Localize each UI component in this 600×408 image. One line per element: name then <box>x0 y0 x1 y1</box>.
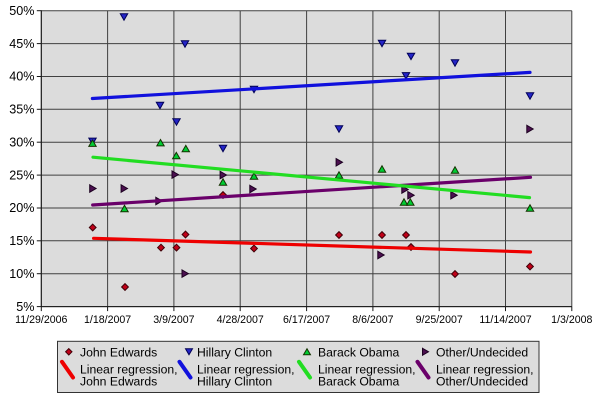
svg-text:20%: 20% <box>9 201 34 215</box>
svg-text:John Edwards: John Edwards <box>80 345 157 359</box>
svg-text:8/6/2007: 8/6/2007 <box>352 314 393 326</box>
svg-text:Linear regression,: Linear regression, <box>80 362 178 376</box>
svg-text:Hillary Clinton: Hillary Clinton <box>197 345 272 359</box>
svg-text:Barack Obama: Barack Obama <box>318 345 400 359</box>
svg-text:9/25/2007: 9/25/2007 <box>416 314 463 326</box>
svg-text:11/29/2006: 11/29/2006 <box>15 314 67 326</box>
svg-text:5%: 5% <box>16 300 34 314</box>
svg-text:11/14/2007: 11/14/2007 <box>479 314 531 326</box>
svg-text:30%: 30% <box>9 135 34 149</box>
svg-text:Barack Obama: Barack Obama <box>318 375 400 389</box>
svg-text:John Edwards: John Edwards <box>80 375 157 389</box>
svg-text:40%: 40% <box>9 70 34 84</box>
svg-text:50%: 50% <box>9 4 34 18</box>
svg-text:Linear regression,: Linear regression, <box>318 362 416 376</box>
svg-text:6/17/2007: 6/17/2007 <box>283 314 330 326</box>
svg-text:Other/Undecided: Other/Undecided <box>436 375 528 389</box>
svg-text:1/18/2007: 1/18/2007 <box>84 314 131 326</box>
svg-text:Linear regression,: Linear regression, <box>197 362 295 376</box>
svg-text:Linear regression,: Linear regression, <box>436 362 534 376</box>
svg-text:45%: 45% <box>9 37 34 51</box>
svg-text:4/28/2007: 4/28/2007 <box>217 314 264 326</box>
svg-text:35%: 35% <box>9 103 34 117</box>
svg-text:Hillary Clinton: Hillary Clinton <box>197 375 272 389</box>
svg-text:3/9/2007: 3/9/2007 <box>153 314 194 326</box>
svg-text:10%: 10% <box>9 267 34 281</box>
svg-text:Other/Undecided: Other/Undecided <box>436 345 528 359</box>
svg-text:25%: 25% <box>9 168 34 182</box>
svg-text:15%: 15% <box>9 234 34 248</box>
svg-text:1/3/2008: 1/3/2008 <box>551 314 592 326</box>
